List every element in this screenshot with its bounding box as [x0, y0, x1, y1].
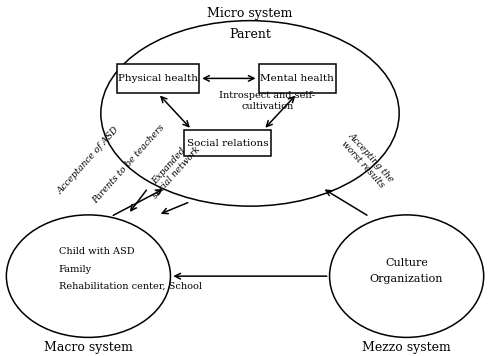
Text: Parents to be teachers: Parents to be teachers: [90, 123, 166, 205]
Text: Child with ASD: Child with ASD: [58, 247, 134, 256]
FancyBboxPatch shape: [258, 63, 336, 93]
Text: Physical health: Physical health: [118, 74, 198, 83]
FancyBboxPatch shape: [184, 130, 271, 156]
Text: Macro system: Macro system: [44, 341, 133, 354]
Text: Culture
Organization: Culture Organization: [370, 258, 444, 284]
Text: Acceptance of ASD: Acceptance of ASD: [56, 125, 121, 196]
Text: Mental health: Mental health: [260, 74, 334, 83]
Text: Micro system: Micro system: [208, 7, 292, 20]
Text: Mezzo system: Mezzo system: [362, 341, 451, 354]
Text: Expanded
social network: Expanded social network: [144, 138, 203, 201]
Text: Social relations: Social relations: [187, 138, 268, 148]
Text: Accepting the
worst results: Accepting the worst results: [338, 131, 395, 190]
Text: Rehabilitation center, School: Rehabilitation center, School: [58, 282, 202, 291]
Text: Family: Family: [58, 265, 92, 274]
Text: Parent: Parent: [229, 28, 271, 41]
Text: Introspect and self-
cultivation: Introspect and self- cultivation: [220, 91, 316, 111]
FancyBboxPatch shape: [117, 63, 199, 93]
